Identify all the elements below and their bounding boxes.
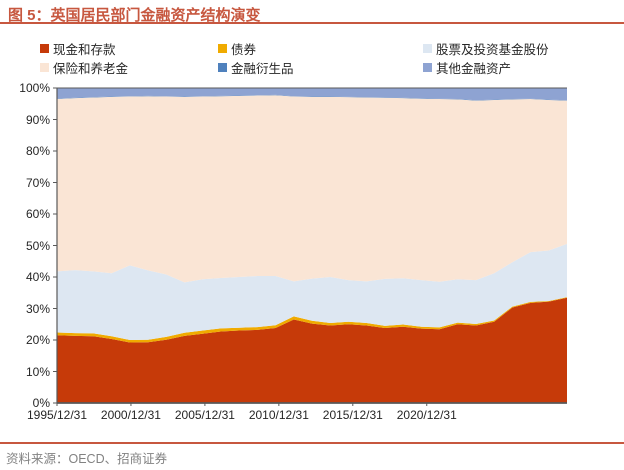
- legend-item-bonds: 债券: [218, 39, 423, 58]
- area-layer: [57, 88, 567, 101]
- legend-item-derivatives: 金融衍生品: [218, 58, 423, 77]
- insurance-pension-swatch-icon: [40, 63, 49, 72]
- y-tick-label: 30%: [25, 301, 50, 316]
- area-layer: [57, 297, 567, 343]
- figure-title: 图 5：英国居民部门金融资产结构演变: [8, 7, 261, 24]
- source-note: 资料来源：OECD、招商证券: [6, 452, 168, 466]
- legend-label: 现金和存款: [53, 43, 116, 57]
- legend-label: 保险和养老金: [53, 62, 129, 76]
- cash-deposits-swatch-icon: [40, 44, 49, 53]
- y-tick-label: 80%: [25, 144, 50, 158]
- legend-item-cash-deposits: 现金和存款: [40, 39, 218, 58]
- bonds-swatch-icon: [218, 44, 227, 53]
- legend-label: 金融衍生品: [231, 62, 294, 76]
- legend-item-equity-funds: 股票及投资基金股份: [423, 39, 618, 58]
- area-layer: [57, 95, 567, 283]
- legend-label: 其他金融资产: [436, 62, 512, 76]
- title-divider: [0, 22, 624, 24]
- y-tick-label: 20%: [25, 333, 50, 347]
- other-assets-swatch-icon: [423, 63, 432, 72]
- y-tick-label: 70%: [25, 175, 50, 190]
- footer-divider: [0, 442, 624, 444]
- x-tick-label: 2020/12/31: [396, 408, 457, 422]
- plot-area: [57, 88, 567, 403]
- y-tick-label: 40%: [25, 270, 50, 284]
- y-tick-label: 50%: [25, 238, 50, 253]
- x-axis: 1995/12/31 2000/12/31 2005/12/31 2010/12/31…: [27, 408, 567, 424]
- chart-legend: 现金和存款 债券 股票及投资基金股份 保险和养老金 金融衍生品 其他金融资产: [40, 39, 618, 77]
- y-tick-label: 90%: [25, 112, 50, 127]
- stacked-area-svg: [57, 88, 567, 403]
- legend-item-insurance-pension: 保险和养老金: [40, 58, 218, 77]
- legend-label: 债券: [231, 43, 257, 57]
- y-tick-label: 100%: [19, 81, 50, 95]
- area-layer: [57, 243, 567, 340]
- x-tick-label: 2010/12/31: [248, 408, 309, 422]
- legend-label: 股票及投资基金股份: [436, 43, 549, 57]
- legend-item-other-assets: 其他金融资产: [423, 58, 618, 77]
- y-tick-label: 0%: [32, 396, 50, 410]
- y-tick-label: 60%: [25, 207, 50, 221]
- equity-funds-swatch-icon: [423, 44, 432, 53]
- x-tick-label: 1995/12/31: [26, 408, 88, 422]
- x-tick-label: 2015/12/31: [322, 408, 383, 422]
- y-axis: 100% 90% 80% 70% 60% 50% 40% 30% 20% 10% 0%: [0, 81, 50, 410]
- x-tick-label: 2005/12/31: [174, 408, 235, 422]
- derivatives-swatch-icon: [218, 63, 227, 72]
- area-layer: [57, 297, 567, 403]
- x-tick-label: 2000/12/31: [100, 408, 161, 422]
- y-tick-label: 10%: [25, 364, 50, 379]
